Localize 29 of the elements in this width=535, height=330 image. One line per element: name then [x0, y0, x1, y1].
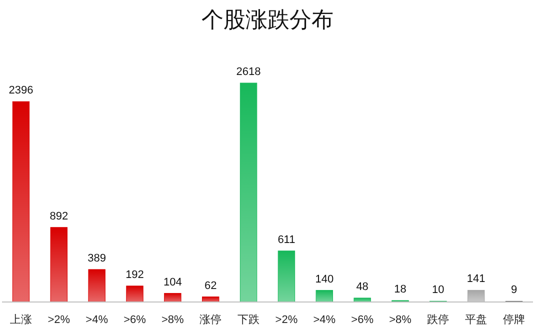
data-label: 9: [510, 284, 518, 296]
x-tick-label: >8%: [389, 314, 412, 326]
data-label: 104: [164, 276, 182, 288]
x-tick-label: 涨停: [200, 314, 222, 326]
x-tick-label: >4%: [86, 314, 108, 326]
data-label: 192: [126, 268, 144, 281]
data-label: 10: [432, 284, 444, 296]
x-tick-label: 平盘: [465, 314, 488, 326]
x-tick-label: >8%: [162, 314, 184, 326]
data-label: 141: [466, 273, 486, 286]
x-tick-label: 下跌: [238, 314, 260, 326]
data-label: 389: [88, 252, 106, 264]
data-label: 2618: [236, 66, 261, 78]
x-tick-label: >2%: [48, 314, 70, 326]
x-tick-label: >6%: [351, 314, 374, 326]
x-tick-label: >4%: [313, 314, 336, 326]
data-label: 48: [356, 280, 368, 293]
x-tick-label: >6%: [124, 314, 146, 326]
data-label: 140: [315, 273, 334, 286]
data-label: 18: [394, 283, 406, 296]
data-label: 611: [278, 234, 296, 246]
data-label: 892: [50, 210, 68, 222]
x-tick-label: 停牌: [503, 314, 526, 326]
title: 个股涨跌分布: [202, 7, 334, 32]
x-tick-label: 跌停: [427, 314, 450, 326]
x-tick-label: >2%: [275, 314, 298, 326]
data-label: 62: [204, 280, 217, 292]
x-tick-label: 上涨: [10, 313, 32, 326]
data-label: 2396: [8, 84, 34, 97]
